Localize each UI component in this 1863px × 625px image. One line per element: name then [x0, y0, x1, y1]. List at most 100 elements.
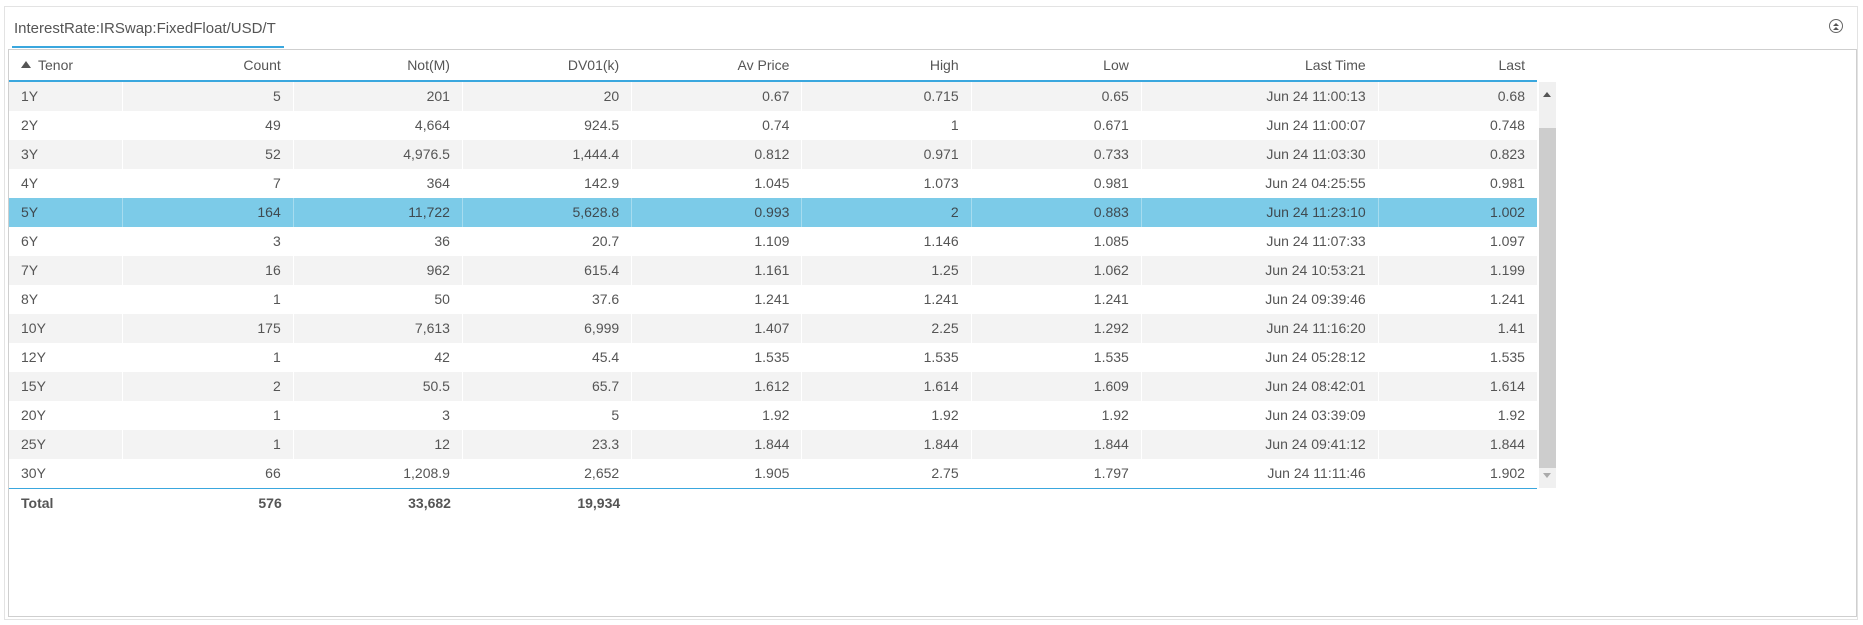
table-row[interactable]: 30Y 66 1,208.9 2,652 1.905 2.75 1.797 Jun 24 11…: [9, 459, 1537, 488]
cell-count: 164: [123, 198, 294, 227]
cell-tenor: 3Y: [9, 140, 123, 169]
grid-header-row: Tenor Count Not(M) DV01(k) Av Price High…: [9, 50, 1537, 82]
cell-tenor: 6Y: [9, 227, 123, 256]
cell-last-time: Jun 24 11:07:33: [1142, 227, 1379, 256]
column-header-tenor[interactable]: Tenor: [9, 50, 123, 80]
cell-low: 0.733: [972, 140, 1142, 169]
cell-dv01: 37.6: [463, 285, 633, 314]
cell-tenor: 15Y: [9, 372, 123, 401]
cell-high: 2.25: [802, 314, 972, 343]
vertical-scrollbar[interactable]: [1539, 82, 1556, 488]
cell-count: 5: [123, 82, 294, 111]
cell-high: 1.241: [802, 285, 972, 314]
cell-av-price: 0.74: [632, 111, 803, 140]
cell-high: 0.971: [802, 140, 972, 169]
table-row[interactable]: 3Y 52 4,976.5 1,444.4 0.812 0.971 0.733 Jun 24 …: [9, 140, 1537, 169]
table-row[interactable]: 2Y 49 4,664 924.5 0.74 1 0.671 Jun 24 11:00:07 0…: [9, 111, 1537, 140]
cell-notional: 201: [294, 82, 463, 111]
cell-tenor: 25Y: [9, 430, 123, 459]
cell-low: 1.292: [972, 314, 1142, 343]
cell-high: 1.92: [802, 401, 972, 430]
cell-tenor: 10Y: [9, 314, 123, 343]
scroll-down-icon[interactable]: [1543, 473, 1551, 478]
column-header-last[interactable]: Last: [1498, 57, 1525, 73]
column-header-low[interactable]: Low: [972, 50, 1142, 80]
cell-last-time: Jun 24 11:16:20: [1142, 314, 1379, 343]
cell-low: 1.609: [972, 372, 1142, 401]
cell-notional: 50.5: [294, 372, 463, 401]
cell-notional: 1,208.9: [294, 459, 463, 488]
cell-notional: 11,722: [294, 198, 463, 227]
cell-notional: 4,664: [294, 111, 463, 140]
total-cell-count: 576: [258, 495, 282, 511]
total-cell-dv01: 19,934: [577, 495, 621, 511]
cell-av-price: 1.161: [632, 256, 803, 285]
table-row[interactable]: 12Y 1 42 45.4 1.535 1.535 1.535 Jun 24 05:28:12…: [9, 343, 1537, 372]
total-cell-high: [802, 489, 971, 518]
cell-av-price: 1.407: [632, 314, 803, 343]
cell-last: 0.68: [1497, 88, 1525, 104]
cell-tenor: 7Y: [9, 256, 123, 285]
cell-last: 1.41: [1497, 320, 1525, 336]
cell-tenor: 2Y: [9, 111, 123, 140]
cell-count: 2: [123, 372, 294, 401]
cell-count: 1: [123, 343, 294, 372]
cell-tenor: 1Y: [9, 82, 123, 111]
column-header-last-time[interactable]: Last Time: [1142, 50, 1379, 80]
data-grid: Tenor Count Not(M) DV01(k) Av Price High…: [8, 49, 1857, 617]
column-header-count[interactable]: Count: [123, 50, 294, 80]
cell-high: 0.715: [802, 82, 972, 111]
table-row[interactable]: 4Y 7 364 142.9 1.045 1.073 0.981 Jun 24 04:25:5…: [9, 169, 1537, 198]
sort-ascending-icon[interactable]: [21, 61, 31, 68]
scrollbar-thumb[interactable]: [1539, 128, 1556, 468]
cell-last-time: Jun 24 04:25:55: [1142, 169, 1379, 198]
cell-last: 1.002: [1489, 204, 1525, 220]
column-header-high[interactable]: High: [802, 50, 972, 80]
total-cell-notional: 33,682: [408, 495, 451, 511]
column-header-av-price[interactable]: Av Price: [632, 50, 803, 80]
cell-dv01: 6,999: [463, 314, 633, 343]
column-header-notional[interactable]: Not(M): [294, 50, 463, 80]
cell-count: 175: [123, 314, 294, 343]
cell-low: 1.535: [972, 343, 1142, 372]
cell-dv01: 65.7: [463, 372, 633, 401]
cell-tenor: 30Y: [9, 459, 123, 488]
active-tab-indicator: [12, 46, 284, 48]
cell-low: 1.797: [972, 459, 1142, 488]
scroll-up-icon[interactable]: [1543, 92, 1551, 97]
cell-low: 1.062: [972, 256, 1142, 285]
total-cell-av-price: [632, 489, 802, 518]
cell-high: 1.146: [802, 227, 972, 256]
cell-low: 1.844: [972, 430, 1142, 459]
table-row[interactable]: 5Y 164 11,722 5,628.8 0.993 2 0.883 Jun 24 11:2…: [9, 198, 1537, 227]
table-row[interactable]: 6Y 3 36 20.7 1.109 1.146 1.085 Jun 24 11:07:33 1…: [9, 227, 1537, 256]
cell-last-time: Jun 24 11:03:30: [1142, 140, 1379, 169]
cell-last: 1.844: [1489, 436, 1525, 452]
table-row[interactable]: 1Y 5 201 20 0.67 0.715 0.65 Jun 24 11:00:13 0.68: [9, 82, 1537, 111]
collapse-icon[interactable]: [1829, 19, 1843, 33]
cell-count: 1: [123, 430, 294, 459]
cell-dv01: 45.4: [463, 343, 633, 372]
panel-title-tab[interactable]: InterestRate:IRSwap:FixedFloat/USD/T: [14, 20, 276, 37]
cell-notional: 3: [294, 401, 463, 430]
column-header-dv01[interactable]: DV01(k): [463, 50, 633, 80]
table-row[interactable]: 15Y 2 50.5 65.7 1.612 1.614 1.609 Jun 24 08:42:…: [9, 372, 1537, 401]
cell-count: 3: [123, 227, 294, 256]
cell-last: 1.535: [1489, 349, 1525, 365]
cell-count: 52: [123, 140, 294, 169]
table-row[interactable]: 10Y 175 7,613 6,999 1.407 2.25 1.292 Jun 24 11:…: [9, 314, 1537, 343]
cell-high: 2.75: [802, 459, 972, 488]
cell-high: 2: [802, 198, 972, 227]
cell-low: 1.085: [972, 227, 1142, 256]
total-cell-tenor: Total: [21, 495, 54, 511]
cell-notional: 12: [294, 430, 463, 459]
cell-last-time: Jun 24 11:00:07: [1142, 111, 1379, 140]
table-row[interactable]: 20Y 1 3 5 1.92 1.92 1.92 Jun 24 03:39:09 1.92: [9, 401, 1537, 430]
cell-last: 1.614: [1489, 378, 1525, 394]
table-row[interactable]: 25Y 1 12 23.3 1.844 1.844 1.844 Jun 24 09:41:12…: [9, 430, 1537, 459]
cell-high: 1: [802, 111, 972, 140]
table-row[interactable]: 7Y 16 962 615.4 1.161 1.25 1.062 Jun 24 10:53:2…: [9, 256, 1537, 285]
cell-notional: 42: [294, 343, 463, 372]
total-cell-low: [972, 489, 1142, 518]
table-row[interactable]: 8Y 1 50 37.6 1.241 1.241 1.241 Jun 24 09:39:46 1…: [9, 285, 1537, 314]
